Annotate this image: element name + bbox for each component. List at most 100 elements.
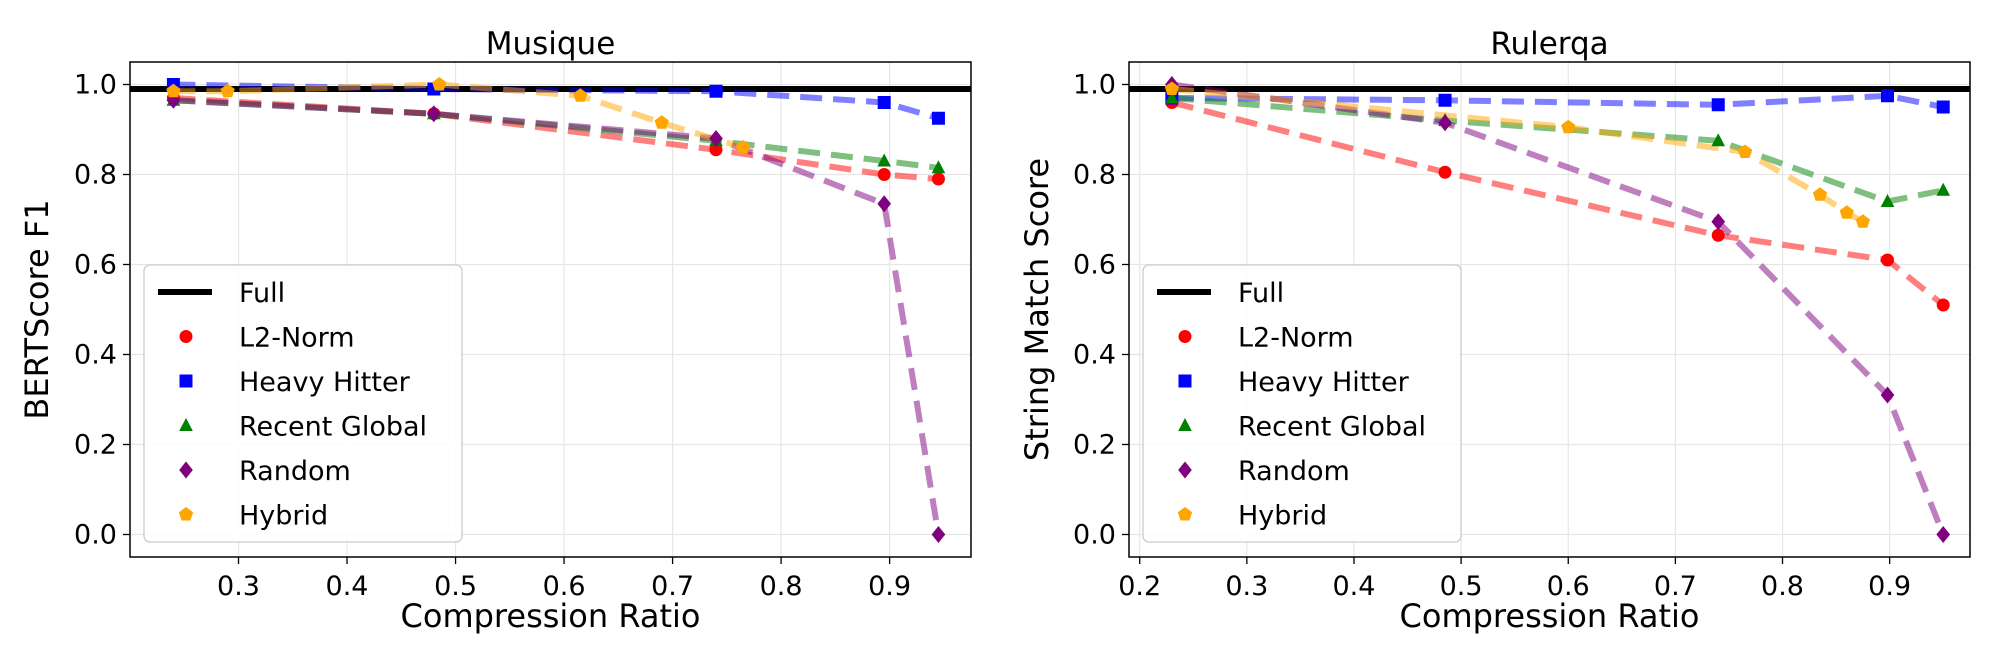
legend: Full L2-Norm Heavy Hitter Recent Global Rand…: [143, 264, 463, 543]
legend-label-hybrid: Hybrid: [1238, 501, 1327, 532]
legend-swatch-random: [179, 461, 193, 479]
point-l2-norm: [1881, 253, 1895, 267]
legend-label-l2-norm: L2-Norm: [239, 323, 355, 354]
point-recent-global: [1165, 90, 1179, 104]
x-tick-label: 0.8: [760, 571, 803, 602]
y-tick-label: 0.4: [1073, 340, 1116, 371]
x-tick-label: 0.4: [326, 571, 369, 602]
point-random: [877, 195, 892, 213]
x-tick-label: 0.3: [1225, 571, 1268, 602]
point-random: [1936, 526, 1951, 543]
point-recent-global: [1936, 182, 1951, 196]
point-random: [709, 130, 723, 147]
axes-frame: [129, 61, 972, 558]
y-tick-label: 0.6: [74, 250, 117, 281]
chart-panel-2: 0.2 0.3 0.4 0.5 0.6 0.7 0.8 0.90.00.20.40.60.81…: [1018, 26, 1971, 635]
point-random: [1711, 213, 1726, 231]
legend-box: [1142, 264, 1462, 543]
legend-swatch-l2-norm: [179, 330, 193, 343]
x-axis-label: Compression Ratio: [1400, 597, 1700, 635]
point-l2-norm: [1711, 228, 1725, 242]
point-l2-norm: [1438, 165, 1452, 179]
point-hybrid: [1839, 205, 1854, 219]
point-hybrid: [1737, 144, 1753, 159]
legend-label-full: Full: [239, 278, 285, 309]
point-heavy-hitter: [1881, 89, 1895, 103]
x-tick-label: 0.9: [868, 571, 911, 602]
point-hybrid: [1812, 187, 1828, 201]
point-l2-norm: [877, 168, 891, 181]
y-tick-label: 1.0: [74, 70, 117, 101]
legend-swatch-l2-norm: [1178, 330, 1192, 343]
x-tick-label: 0.3: [217, 571, 260, 602]
point-random: [427, 105, 441, 123]
chart-title: Rulerqa: [1490, 26, 1608, 62]
x-tick-label: 0.5: [434, 571, 477, 602]
legend-swatch-recent-global: [1178, 418, 1192, 432]
point-recent-global: [877, 153, 892, 167]
legend-swatch-recent-global: [179, 418, 193, 432]
point-heavy-hitter: [709, 84, 723, 98]
legend-label-random: Random: [239, 456, 351, 487]
x-tick-label: 0.6: [1547, 571, 1590, 602]
y-tick-label: 0.6: [1073, 250, 1116, 281]
point-hybrid: [166, 83, 181, 98]
point-l2-norm: [709, 143, 723, 157]
legend-label-heavy-hitter: Heavy Hitter: [239, 367, 411, 398]
point-hybrid: [573, 88, 588, 102]
legend-swatch-heavy-hitter: [1178, 374, 1192, 388]
legend-label-heavy-hitter: Heavy Hitter: [1238, 367, 1410, 398]
legend-swatch-hybrid: [1177, 507, 1193, 521]
point-l2-norm: [931, 172, 945, 186]
x-tick-label: 0.2: [1118, 571, 1161, 602]
legend-label-hybrid: Hybrid: [239, 501, 328, 532]
legend-swatch-random: [1178, 461, 1192, 479]
y-tick-label: 0.0: [74, 520, 117, 551]
series-line-recent-global: [173, 97, 939, 171]
point-hybrid: [1561, 119, 1576, 134]
legend-box: [143, 264, 463, 543]
point-hybrid: [1164, 81, 1179, 96]
point-recent-global: [1711, 133, 1726, 147]
y-tick-label: 1.0: [1073, 70, 1116, 101]
legend-swatch-hybrid: [178, 507, 194, 521]
point-heavy-hitter: [877, 96, 891, 109]
x-tick-label: 0.9: [1868, 571, 1911, 602]
point-random: [931, 526, 946, 543]
point-hybrid: [432, 77, 447, 91]
series-line-l2-norm: [173, 95, 939, 182]
y-tick-label: 0.8: [74, 160, 117, 191]
x-tick-label: 0.7: [651, 571, 694, 602]
axes-frame: [1128, 61, 1971, 558]
point-random: [1880, 386, 1895, 404]
series-line-hybrid: [173, 81, 744, 151]
series-line-recent-global: [1171, 95, 1944, 205]
point-recent-global: [931, 160, 946, 174]
point-l2-norm: [1936, 298, 1950, 312]
y-tick-label: 0.8: [1073, 160, 1116, 191]
y-tick-label: 0.2: [74, 430, 117, 461]
chart-panel-1: 0.3 0.4 0.5 0.6 0.7 0.8 0.9 0.0 0.2 0.4 0.6 0.8 1.0 M…: [18, 26, 972, 635]
point-heavy-hitter: [1936, 100, 1950, 114]
point-hybrid: [1855, 214, 1870, 228]
legend-label-recent-global: Recent Global: [239, 412, 427, 443]
legend: Full L2-Norm Heavy Hitter Recent Global Rand…: [1142, 264, 1462, 543]
x-axis-label: Compression Ratio: [401, 597, 701, 635]
x-tick-label: 0.7: [1654, 571, 1697, 602]
y-tick-label: 0.0: [1073, 520, 1116, 551]
point-heavy-hitter: [931, 111, 945, 125]
point-heavy-hitter: [1711, 98, 1725, 112]
point-hybrid: [654, 115, 669, 129]
x-tick-label: 0.4: [1333, 571, 1376, 602]
x-tick-label: 0.8: [1761, 571, 1804, 602]
x-tick-label: 0.6: [543, 571, 586, 602]
point-recent-global: [1880, 194, 1895, 208]
y-tick-label: 0.2: [1073, 430, 1116, 461]
legend-label-recent-global: Recent Global: [1238, 412, 1426, 443]
chart-title: Musique: [486, 26, 616, 62]
point-heavy-hitter: [1438, 93, 1452, 107]
x-tick-label: 0.5: [1440, 571, 1483, 602]
point-hybrid: [736, 140, 751, 154]
y-axis-label: BERTScore F1: [18, 199, 56, 419]
